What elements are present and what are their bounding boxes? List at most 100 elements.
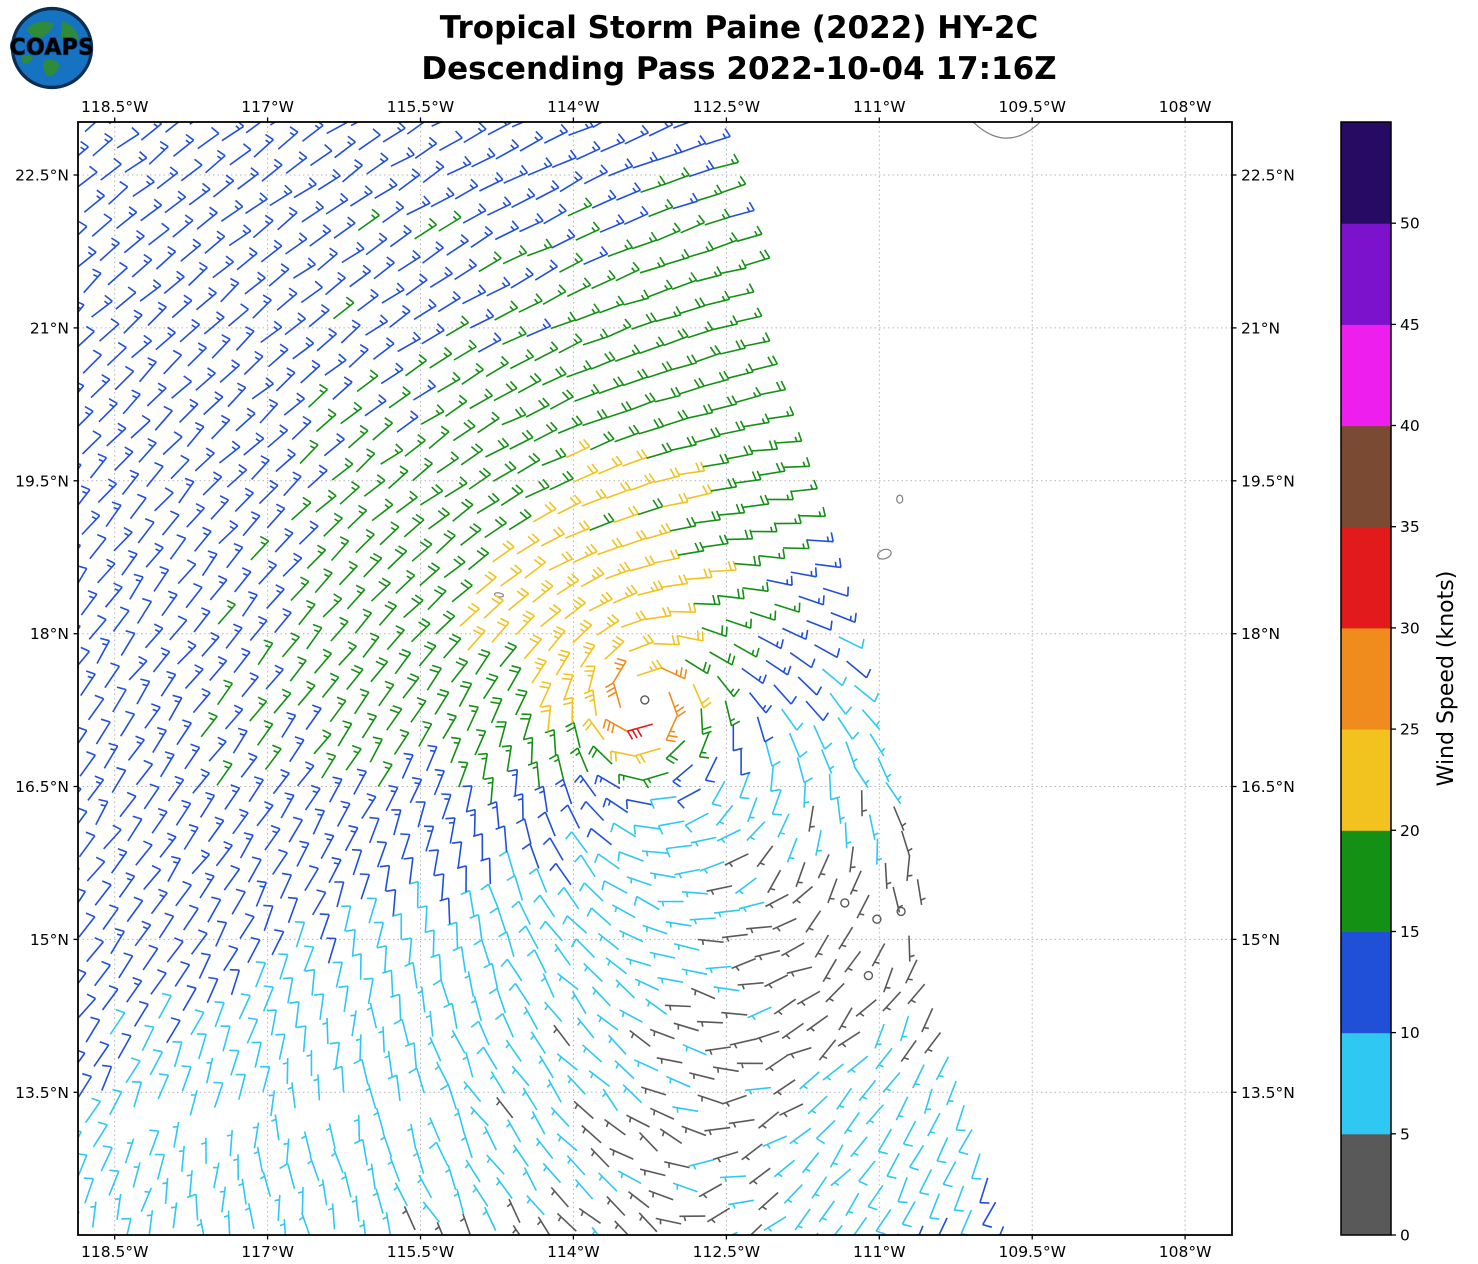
wind-barb — [435, 610, 456, 635]
wind-barb — [275, 448, 296, 473]
wind-barb — [412, 457, 433, 482]
wind-barb — [540, 973, 555, 998]
wind-barb — [645, 606, 672, 621]
wind-barb — [805, 910, 822, 933]
wind-barb — [223, 945, 239, 972]
wind-barb — [112, 606, 130, 632]
wind-barb — [132, 174, 155, 198]
wind-barb — [361, 793, 377, 820]
wind-barb — [372, 1188, 384, 1214]
wind-barb — [115, 1193, 122, 1220]
wind-barb — [106, 422, 127, 447]
wind-barb — [786, 837, 798, 863]
wind-barb — [296, 1025, 307, 1052]
wind-barb — [201, 550, 218, 577]
wind-barb — [239, 913, 255, 940]
wind-barb — [634, 978, 660, 991]
wind-barb — [136, 597, 153, 624]
wind-barb — [916, 879, 926, 906]
wind-barb — [605, 561, 631, 580]
lon-tick-label-bottom: 115.5°W — [387, 1243, 454, 1261]
wind-barb — [277, 206, 298, 231]
wind-barb — [567, 197, 593, 217]
wind-barb — [424, 929, 435, 957]
wind-barb — [79, 750, 96, 777]
wind-barb — [290, 576, 310, 602]
wind-barb — [600, 133, 626, 153]
wind-barb — [192, 687, 211, 714]
wind-barb — [539, 681, 552, 708]
wind-barb — [89, 533, 107, 560]
wind-barb — [135, 840, 153, 866]
wind-barb — [581, 1124, 602, 1144]
wind-barb — [397, 331, 421, 353]
wind-barb — [663, 248, 690, 266]
wind-barb — [307, 464, 328, 489]
wind-barb — [104, 662, 121, 689]
wind-barb — [626, 723, 653, 740]
wind-barb — [591, 986, 611, 1007]
wind-barb — [373, 1107, 385, 1134]
wind-barb — [460, 443, 484, 466]
wind-barb — [647, 279, 673, 298]
wind-barb — [261, 158, 283, 182]
wind-barb — [662, 409, 689, 427]
wind-barb — [133, 1000, 149, 1027]
wind-barb — [728, 1199, 754, 1209]
wind-barb — [155, 245, 177, 270]
wind-barb — [353, 768, 368, 795]
wind-barb — [703, 370, 730, 387]
wind-barb — [530, 1031, 547, 1055]
wind-barb — [735, 386, 762, 404]
wind-barb — [865, 1104, 885, 1125]
lat-tick-label-right: 21°N — [1241, 319, 1280, 337]
wind-barb — [292, 257, 316, 279]
wind-barb — [500, 484, 524, 507]
wind-barb — [712, 1151, 739, 1163]
wind-barb — [687, 403, 714, 419]
wind-barb — [748, 1167, 771, 1185]
wind-barb — [327, 1203, 336, 1230]
wind-barb — [820, 749, 835, 774]
wind-barb — [255, 961, 267, 988]
wind-barb — [711, 315, 739, 331]
wind-barb — [665, 844, 693, 858]
wind-barb — [406, 122, 426, 135]
wind-barb — [267, 343, 289, 368]
lon-tick-label-top: 118.5°W — [81, 98, 148, 116]
wind-barb — [200, 1137, 207, 1164]
wind-barb — [248, 776, 264, 803]
wind-barb — [661, 574, 689, 588]
wind-barb — [655, 306, 682, 323]
wind-barb — [214, 1001, 225, 1028]
wind-barb — [163, 349, 183, 375]
wind-barb — [176, 719, 192, 746]
wind-barb — [555, 649, 571, 676]
wind-barb — [278, 953, 289, 980]
wind-barb — [860, 790, 868, 817]
wind-barb — [649, 951, 676, 959]
wind-barb — [721, 933, 748, 942]
wind-barb — [274, 1194, 281, 1221]
wind-barb — [125, 1057, 141, 1084]
wind-barb — [363, 552, 383, 578]
wind-barb — [877, 757, 892, 783]
wind-barb — [302, 122, 324, 142]
wind-barb — [673, 943, 700, 951]
wind-barb — [376, 945, 388, 972]
wind-barb — [403, 513, 425, 538]
wind-barb — [279, 872, 293, 899]
colorbar-segment — [1341, 122, 1391, 224]
wind-barb — [622, 368, 649, 387]
wind-barb — [665, 739, 686, 765]
wind-barb — [366, 897, 378, 924]
wind-barb — [341, 159, 363, 183]
wind-barb — [731, 957, 757, 972]
wind-barb — [464, 1159, 481, 1183]
wind-barb — [131, 253, 153, 278]
wind-barb — [324, 271, 346, 296]
wind-barb — [200, 711, 218, 738]
wind-barb — [358, 128, 381, 151]
wind-barb — [648, 122, 674, 137]
wind-barb — [304, 865, 319, 892]
